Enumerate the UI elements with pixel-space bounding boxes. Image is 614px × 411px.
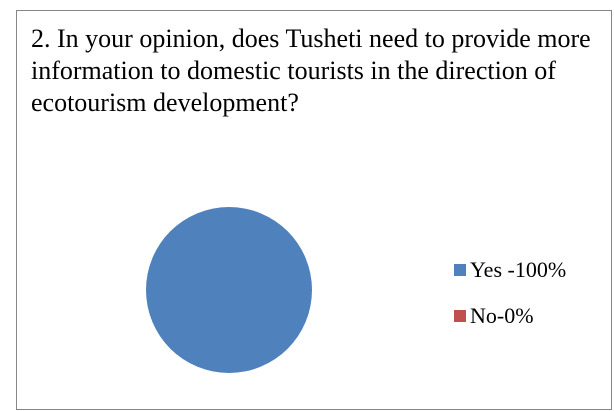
legend-swatch-yes bbox=[454, 264, 466, 276]
pie-slice-yes-100 bbox=[146, 207, 312, 373]
legend-label-yes: Yes -100% bbox=[470, 257, 567, 282]
chart-legend: Yes -100% No-0% bbox=[454, 257, 566, 349]
legend-item-no: No-0% bbox=[454, 303, 566, 329]
legend-label-no: No-0% bbox=[470, 303, 534, 328]
legend-swatch-no bbox=[454, 310, 466, 322]
legend-item-yes: Yes -100% bbox=[454, 257, 566, 283]
chart-title: 2. In your opinion, does Tusheti need to… bbox=[31, 24, 591, 117]
chart-frame: 2. In your opinion, does Tusheti need to… bbox=[16, 10, 612, 410]
pie-chart bbox=[146, 207, 312, 373]
